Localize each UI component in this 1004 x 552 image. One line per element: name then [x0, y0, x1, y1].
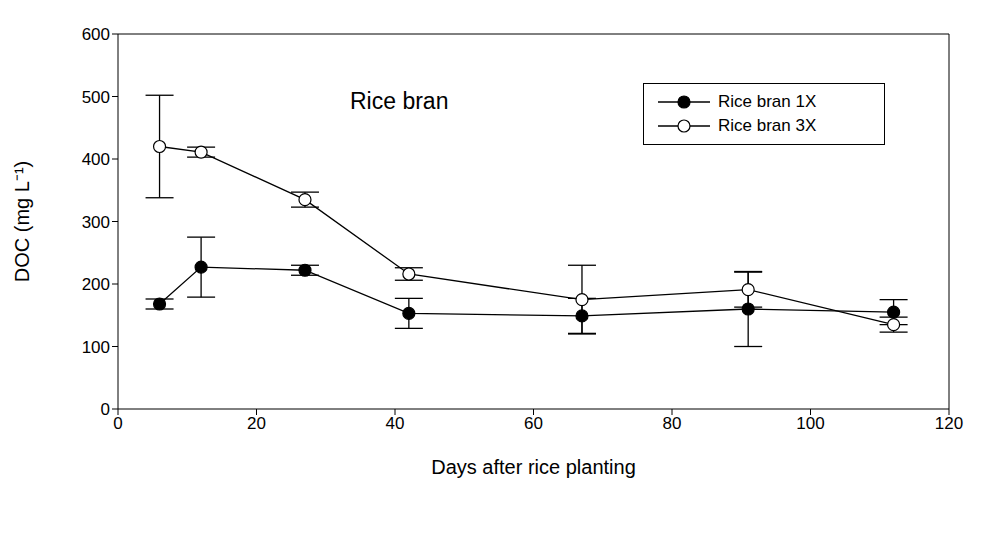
html-text:Rice bran 3X: Rice bran 3X: [718, 116, 817, 135]
svg-text:500: 500: [82, 88, 110, 107]
svg-text:100: 100: [796, 414, 824, 433]
svg-text:300: 300: [82, 213, 110, 232]
html-text:Rice bran 1X: Rice bran 1X: [718, 92, 817, 111]
svg-text:Days after rice planting: Days after rice planting: [431, 456, 636, 478]
svg-text:80: 80: [663, 414, 682, 433]
svg-text:0: 0: [101, 400, 110, 419]
html-text:Rice bran: Rice bran: [350, 88, 449, 114]
svg-text:120: 120: [935, 414, 963, 433]
svg-text:40: 40: [386, 414, 405, 433]
svg-text:0: 0: [113, 414, 122, 433]
svg-text:400: 400: [82, 150, 110, 169]
svg-text:100: 100: [82, 338, 110, 357]
svg-text:600: 600: [82, 25, 110, 44]
svg-text:DOC (mg L⁻¹): DOC (mg L⁻¹): [11, 161, 33, 282]
svg-text:60: 60: [524, 414, 543, 433]
svg-text:200: 200: [82, 275, 110, 294]
svg-text:20: 20: [247, 414, 266, 433]
